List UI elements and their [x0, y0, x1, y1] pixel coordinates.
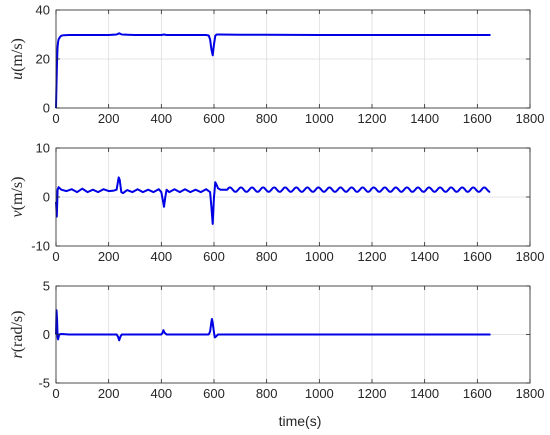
axes-v: 0 200 400 600 800 1000 1200 1400 1600 1800-10010v… — [9, 141, 544, 265]
x-tick-label: 400 — [150, 386, 172, 401]
x-tick-label: 1000 — [305, 386, 334, 401]
x-tick-label: 800 — [256, 249, 278, 264]
x-tick-label: 1400 — [410, 249, 439, 264]
series-line-v — [55, 176, 491, 225]
y-axis-label: v(m/s) — [9, 177, 26, 218]
x-tick-label: 1600 — [463, 386, 492, 401]
y-axis-unit: (m/s) — [9, 177, 26, 211]
x-tick-label: 1000 — [305, 111, 334, 126]
y-tick-label: 0 — [43, 101, 50, 116]
x-tick-label: 400 — [150, 249, 172, 264]
x-tick-label: 1000 — [305, 249, 334, 264]
x-tick-label: 1800 — [516, 111, 545, 126]
y-axis-variable: r — [9, 352, 26, 359]
x-tick-label: 1600 — [463, 111, 492, 126]
y-axis-variable: v — [9, 209, 26, 217]
x-tick-label: 200 — [98, 249, 120, 264]
x-tick-label: 1400 — [410, 111, 439, 126]
x-tick-label: 1800 — [516, 249, 545, 264]
y-tick-label: -5 — [38, 376, 50, 391]
x-tick-label: 600 — [203, 111, 225, 126]
x-tick-label: 1600 — [463, 249, 492, 264]
y-axis-variable: u — [9, 72, 26, 80]
y-tick-label: 5 — [43, 279, 50, 294]
x-tick-label: 0 — [52, 249, 59, 264]
x-tick-label: 0 — [52, 386, 59, 401]
y-tick-label: -10 — [31, 239, 50, 254]
x-tick-label: 200 — [98, 386, 120, 401]
axes-r: 0 200 400 600 800 1000 1200 1400 1600 1800-505r(r… — [9, 279, 544, 402]
y-axis-label: u(m/s) — [9, 38, 26, 80]
y-axis-unit: (rad/s) — [9, 311, 26, 353]
x-tick-label: 400 — [150, 111, 172, 126]
x-tick-label: 0 — [52, 111, 59, 126]
x-tick-label: 1200 — [358, 386, 387, 401]
x-tick-label: 1800 — [516, 386, 545, 401]
y-tick-label: 0 — [43, 327, 50, 342]
x-tick-label: 1200 — [358, 249, 387, 264]
x-tick-label: 800 — [256, 386, 278, 401]
y-tick-label: 40 — [36, 3, 50, 18]
x-tick-label: 1200 — [358, 111, 387, 126]
x-tick-label: 600 — [203, 249, 225, 264]
x-tick-label: 1400 — [410, 386, 439, 401]
y-axis-unit: (m/s) — [9, 38, 26, 72]
x-tick-label: 600 — [203, 386, 225, 401]
x-tick-label: 200 — [98, 111, 120, 126]
series-line-u — [55, 32, 491, 109]
x-axis-label: time(s) — [279, 413, 322, 429]
y-tick-label: 20 — [36, 52, 50, 67]
x-tick-label: 800 — [256, 111, 278, 126]
series-line-r — [55, 309, 491, 342]
y-tick-label: 10 — [36, 141, 50, 156]
axes-u: 0 200 400 600 800 1000 1200 1400 1600 1800 0 20 40 u(… — [9, 3, 544, 127]
y-tick-label: 0 — [43, 190, 50, 205]
y-axis-label: r(rad/s) — [9, 311, 26, 359]
